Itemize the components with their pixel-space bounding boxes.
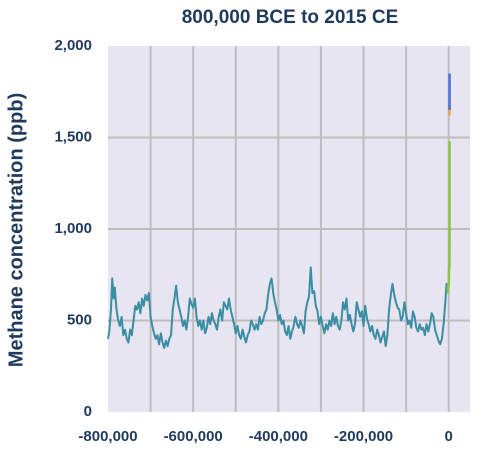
- x-tick-label: -400,000: [249, 428, 308, 445]
- y-axis-label: Methane concentration (ppb): [5, 93, 27, 367]
- data-line: [446, 141, 451, 294]
- x-tick-label: -600,000: [164, 428, 223, 445]
- x-tick-label: -800,000: [78, 428, 137, 445]
- x-tick-label: -200,000: [334, 428, 393, 445]
- y-tick-label: 0: [84, 403, 92, 420]
- y-tick-label: 500: [67, 311, 92, 328]
- x-tick-label: 0: [445, 428, 453, 445]
- y-tick-label: 1,000: [54, 220, 92, 237]
- data-line: [107, 266, 449, 349]
- y-tick-label: 2,000: [54, 37, 92, 54]
- y-tick-label: 1,500: [54, 128, 92, 145]
- chart-title: 800,000 BCE to 2015 CE: [182, 7, 399, 28]
